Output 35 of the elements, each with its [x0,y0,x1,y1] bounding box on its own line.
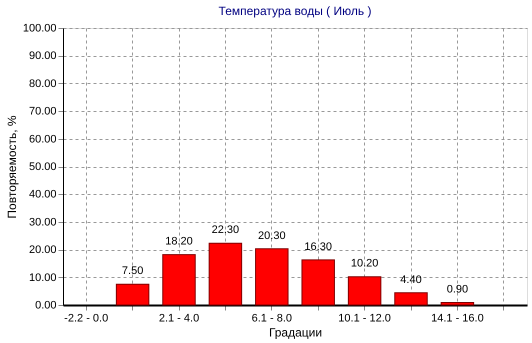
x-tick-label: 14.1 - 16.0 [431,312,484,324]
data-label: 20.30 [258,230,286,242]
y-tick-label: 0.00 [35,300,56,312]
bar [255,248,289,306]
chart-title: Температура воды ( Июль ) [218,4,372,18]
data-label: 10.20 [350,258,378,270]
y-tick-label: 20.00 [28,244,56,256]
y-tick-label: 30.00 [28,216,56,228]
x-tick-label: 6.1 - 8.0 [252,312,292,324]
y-tick-label: 50.00 [28,161,56,173]
bar [116,284,150,306]
bar [394,292,428,306]
data-label: 18.20 [165,236,193,248]
y-tick-label: 100.00 [22,22,56,34]
x-tick-label: 10.1 - 12.0 [338,312,391,324]
data-label: 22.30 [212,224,240,236]
x-axis-title: Градации [268,326,322,340]
y-tick-label: 60.00 [28,133,56,146]
bar [162,254,196,306]
bar [348,276,382,306]
y-axis-title: Повторяемость, % [4,115,19,219]
y-tick-label: 80.00 [28,78,56,90]
y-tick-label: 70.00 [28,106,56,118]
y-tick-label: 10.00 [28,272,56,284]
bar [440,302,474,306]
y-tick-label: 40.00 [28,188,56,201]
x-tick-label: 2.1 - 4.0 [158,312,200,324]
y-tick-label: 90.00 [28,50,56,62]
data-label: 4.40 [400,274,422,286]
bar [301,259,335,306]
data-label: 0.90 [446,284,468,296]
data-label: 7.50 [122,265,144,278]
x-tick-label: -2.2 - 0.0 [64,312,108,324]
data-label: 16.30 [304,240,332,253]
bar [208,242,242,306]
